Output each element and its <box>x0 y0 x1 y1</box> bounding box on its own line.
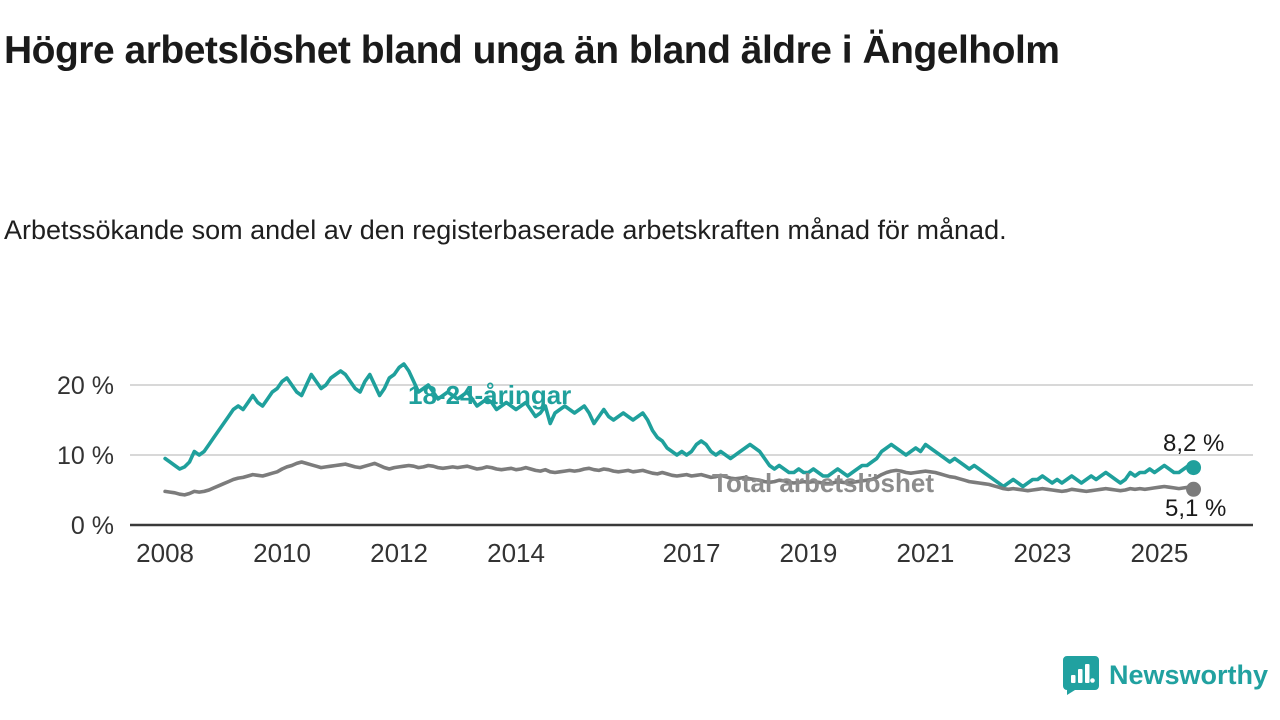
svg-text:2019: 2019 <box>780 538 838 568</box>
newsworthy-logo-icon <box>1062 655 1100 695</box>
svg-text:10 %: 10 % <box>57 442 114 470</box>
svg-text:2017: 2017 <box>663 538 721 568</box>
end-value-label-young: 8,2 % <box>1163 430 1225 457</box>
svg-text:20 %: 20 % <box>57 372 114 400</box>
end-value-label-total: 5,1 % <box>1165 495 1227 522</box>
series-label-total: Total arbetslöshet <box>712 468 935 498</box>
svg-text:2025: 2025 <box>1130 538 1188 568</box>
svg-text:2012: 2012 <box>370 538 428 568</box>
svg-text:2021: 2021 <box>897 538 955 568</box>
svg-text:2023: 2023 <box>1014 538 1072 568</box>
svg-text:0 %: 0 % <box>71 512 114 540</box>
series-label-young: 18-24-åringar <box>408 380 572 410</box>
chart-subtitle: Arbetssökande som andel av den registerb… <box>4 215 1007 245</box>
page-title: Högre arbetslöshet bland unga än bland ä… <box>4 29 1060 72</box>
svg-text:2008: 2008 <box>136 538 194 568</box>
svg-text:2010: 2010 <box>253 538 311 568</box>
svg-text:2014: 2014 <box>487 538 545 568</box>
newsworthy-logo-text: Newsworthy <box>1108 659 1268 690</box>
newsworthy-logo[interactable]: Newsworthy <box>1062 655 1268 695</box>
